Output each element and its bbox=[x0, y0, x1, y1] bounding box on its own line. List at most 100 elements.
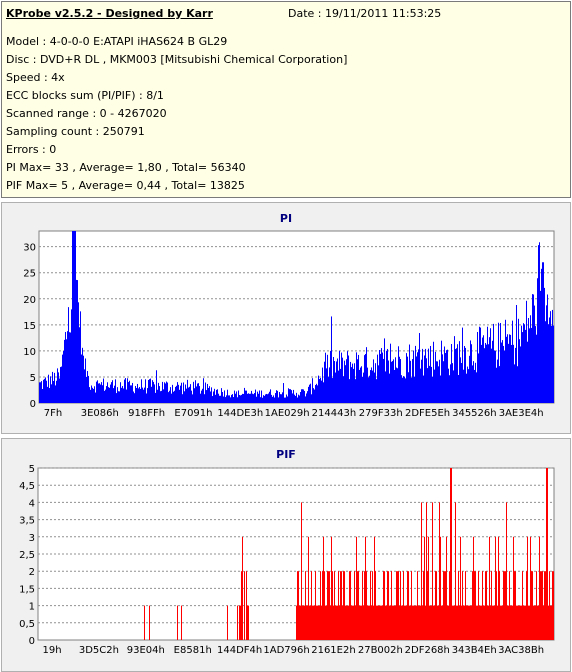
pi-bar bbox=[456, 348, 457, 403]
pif-bar bbox=[448, 605, 449, 640]
pi-bar bbox=[127, 378, 128, 403]
pi-bar bbox=[552, 309, 553, 403]
pi-bar bbox=[135, 385, 136, 403]
pif-bar bbox=[377, 605, 378, 640]
pi-bar bbox=[470, 340, 471, 403]
pi-bar bbox=[529, 328, 530, 403]
pif-bar bbox=[390, 605, 391, 640]
pif-x-tick-label: 3AC38Bh bbox=[498, 645, 544, 656]
pi-bar bbox=[382, 352, 383, 403]
pi-bar bbox=[377, 354, 378, 403]
pi-bar bbox=[87, 371, 88, 403]
pi-bar bbox=[471, 344, 472, 403]
pi-bar bbox=[171, 393, 172, 403]
pif-bar bbox=[356, 536, 357, 640]
pi-bar bbox=[293, 389, 294, 403]
pif-bar bbox=[310, 605, 311, 640]
pi-bar bbox=[461, 363, 462, 403]
pi-bar bbox=[500, 323, 501, 403]
pi-bar bbox=[124, 379, 125, 403]
pi-bar bbox=[475, 362, 476, 403]
pi-bar bbox=[362, 376, 363, 403]
pi-bar bbox=[315, 385, 316, 403]
range-line: Scanned range : 0 - 4267020 bbox=[6, 107, 167, 120]
pif-bar bbox=[415, 605, 416, 640]
pi-bar bbox=[341, 352, 342, 403]
pi-bar bbox=[118, 391, 119, 403]
pi-bar bbox=[316, 383, 317, 403]
pi-bar bbox=[166, 381, 167, 403]
pif-bar bbox=[481, 605, 482, 640]
pif-y-tick-label: 1,5 bbox=[19, 584, 35, 595]
pi-bar bbox=[93, 388, 94, 403]
pif-bar bbox=[237, 605, 238, 640]
pif-bar bbox=[177, 605, 178, 640]
pi-bar bbox=[386, 350, 387, 403]
pi-bar bbox=[94, 386, 95, 403]
pif-bar bbox=[329, 571, 330, 640]
pi-bar bbox=[503, 345, 504, 403]
pif-bar bbox=[537, 605, 538, 640]
pif-bar bbox=[467, 605, 468, 640]
app-title: KProbe v2.5.2 - Designed by Karr bbox=[6, 7, 213, 20]
pi-bar bbox=[388, 360, 389, 403]
pi-bar bbox=[441, 340, 442, 403]
pif-bar bbox=[504, 571, 505, 640]
pi-bar bbox=[129, 380, 130, 403]
pi-bar bbox=[297, 397, 298, 403]
pif-y-tick-label: 5 bbox=[29, 464, 35, 475]
pi-bar bbox=[59, 378, 60, 403]
pi-bar bbox=[328, 376, 329, 403]
pi-bar bbox=[221, 388, 222, 403]
pi-bar bbox=[380, 353, 381, 403]
pi-bar bbox=[68, 307, 69, 403]
pi-bar bbox=[449, 375, 450, 403]
pif-bar bbox=[478, 571, 479, 640]
pif-bar bbox=[411, 571, 412, 640]
pif-bar bbox=[549, 571, 550, 640]
pi-bar bbox=[324, 361, 325, 403]
pif-bar bbox=[479, 605, 480, 640]
pi-bar bbox=[423, 375, 424, 403]
pi-bar bbox=[337, 358, 338, 403]
pif-bar bbox=[426, 502, 427, 640]
pi-bar bbox=[366, 347, 367, 403]
pi-bar bbox=[261, 390, 262, 403]
pi-bar bbox=[251, 390, 252, 403]
pif-bar bbox=[247, 605, 248, 640]
pi-bar bbox=[145, 379, 146, 403]
pi-bar bbox=[108, 387, 109, 403]
pif-bar bbox=[406, 605, 407, 640]
pi-bar bbox=[39, 382, 40, 403]
pi-bar bbox=[418, 349, 419, 403]
pi-bar bbox=[130, 385, 131, 403]
pi-bar bbox=[283, 383, 284, 403]
pi-bar bbox=[153, 381, 154, 403]
pif-bar bbox=[423, 571, 424, 640]
pi-bar bbox=[420, 368, 421, 403]
pif-bar bbox=[352, 605, 353, 640]
pif-bar bbox=[541, 571, 542, 640]
pi-bar bbox=[460, 357, 461, 403]
pif-gridlines bbox=[38, 467, 554, 624]
pif-bar bbox=[241, 571, 242, 640]
pi-bar bbox=[78, 302, 79, 403]
pi-bar bbox=[425, 348, 426, 403]
pi-bar bbox=[212, 396, 213, 403]
pi-bar bbox=[161, 390, 162, 403]
pi-bar bbox=[533, 294, 534, 403]
pi-bar bbox=[453, 370, 454, 403]
pif-bar bbox=[341, 571, 342, 640]
pi-bar bbox=[469, 355, 470, 403]
pi-bar bbox=[65, 331, 66, 403]
pi-bar bbox=[488, 344, 489, 403]
pif-bar bbox=[480, 605, 481, 640]
pif-bar bbox=[523, 605, 524, 640]
pif-bar bbox=[470, 605, 471, 640]
pif-bar bbox=[503, 571, 504, 640]
pi-bar bbox=[92, 387, 93, 403]
pi-bar bbox=[303, 389, 304, 403]
pif-bar bbox=[424, 536, 425, 640]
pi-bar bbox=[350, 361, 351, 403]
pif-bar bbox=[508, 605, 509, 640]
